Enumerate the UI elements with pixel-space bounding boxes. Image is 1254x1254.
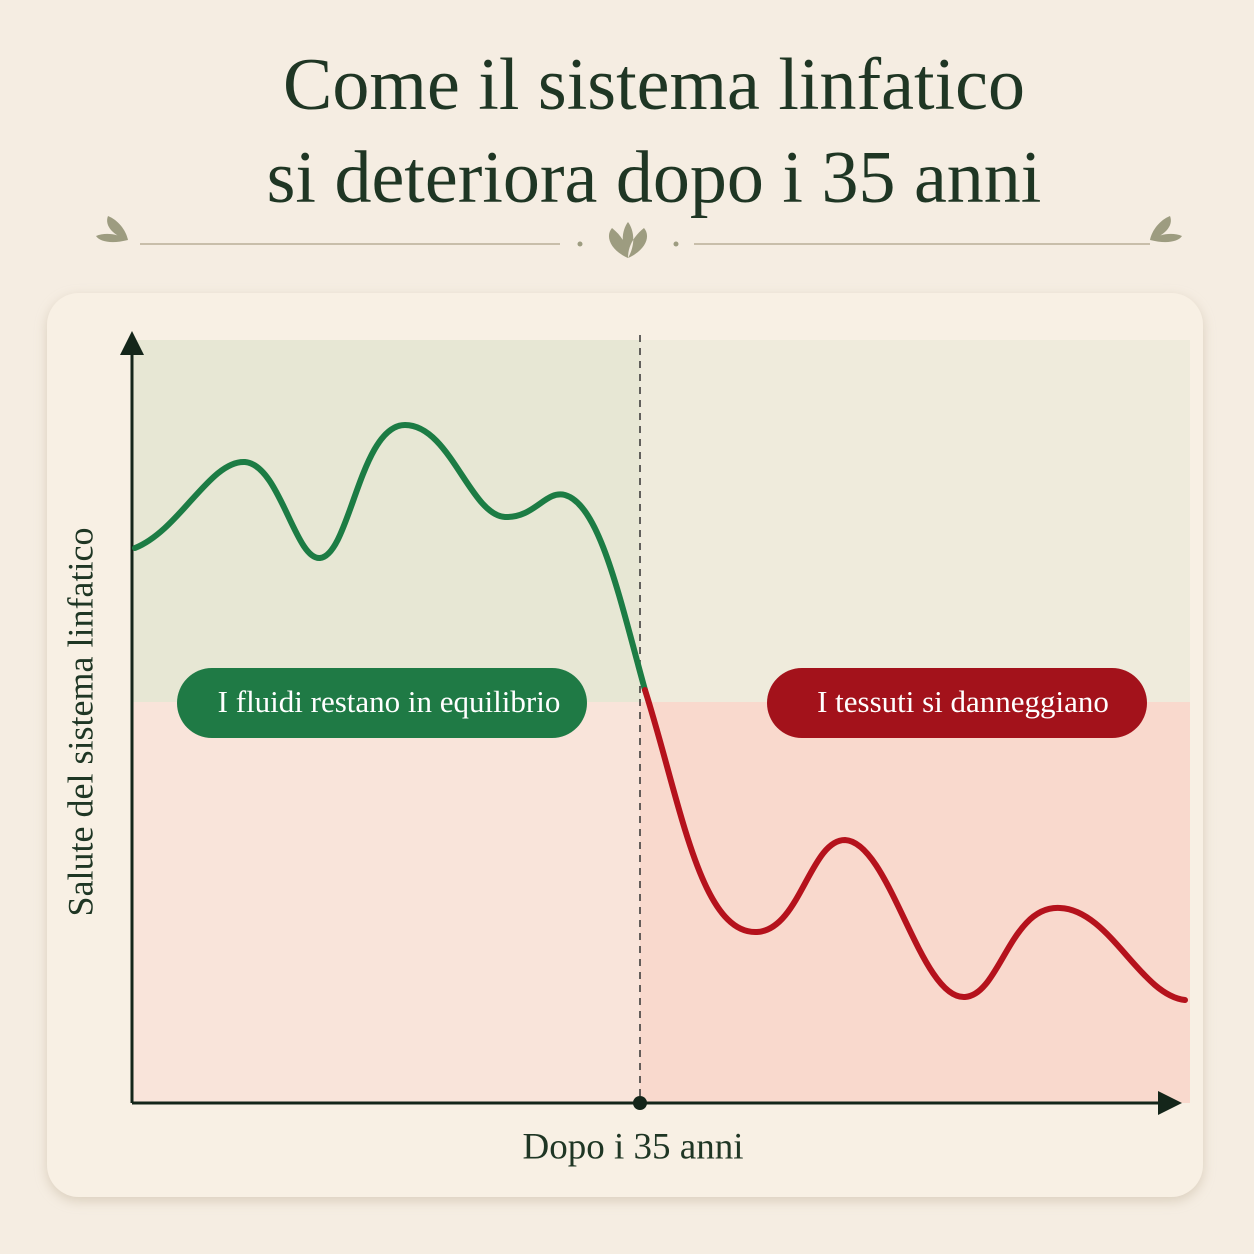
label: I tessuti si danneggiano [817, 684, 1109, 719]
axis-dot [633, 1096, 647, 1110]
divider [96, 216, 1182, 258]
title: Come il sistema linfatico [283, 44, 1025, 126]
label-pill [177, 668, 587, 738]
curve-healthy [132, 421, 648, 693]
label: I fluidi restano in equilibrio [218, 684, 561, 719]
label-pill [767, 668, 1147, 738]
zone [132, 340, 640, 702]
y-axis-label: Salute del sistema linfatico [60, 528, 100, 917]
zone [640, 702, 1190, 1103]
title: si deteriora dopo i 35 anni [267, 137, 1042, 219]
x-axis-label: Dopo i 35 anni [523, 1126, 744, 1167]
curve-damaged [642, 687, 1188, 1003]
zone [132, 702, 640, 1103]
zone [640, 340, 1190, 702]
